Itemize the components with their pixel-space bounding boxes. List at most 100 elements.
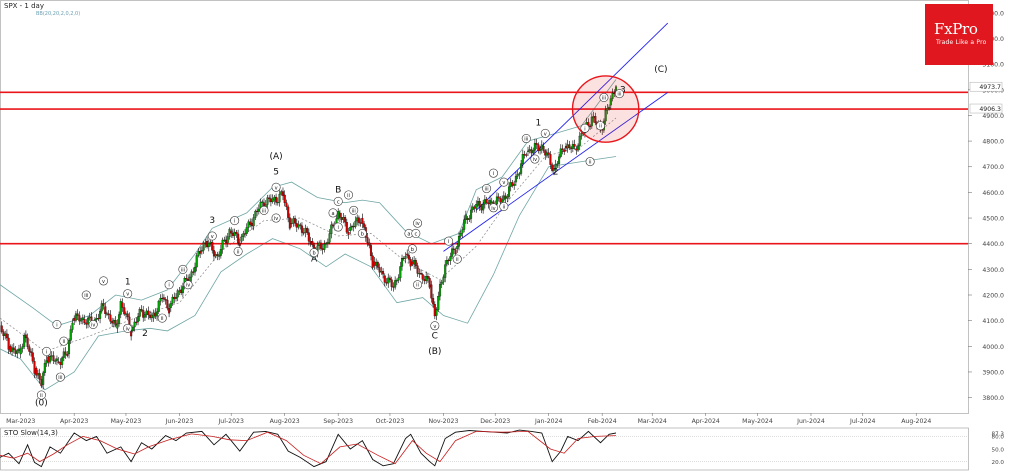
candle-body xyxy=(114,320,117,326)
candle-body xyxy=(238,242,241,246)
candle-body xyxy=(121,302,124,308)
subwave-circle xyxy=(349,205,359,215)
candle-body xyxy=(254,210,257,218)
candle-body xyxy=(368,242,371,246)
x-tick-label: Jul-2024 xyxy=(849,418,876,425)
x-tick-label: Mar-2023 xyxy=(6,418,35,425)
candle-body xyxy=(5,333,8,339)
candle-body xyxy=(352,226,355,228)
candle-body xyxy=(552,168,555,171)
candle-body xyxy=(107,313,110,315)
candle-body xyxy=(426,276,429,279)
y-tick-label: 4100.0 xyxy=(982,318,1004,325)
elliott-subwave-marker: iii xyxy=(614,89,624,99)
subwave-circle xyxy=(411,228,421,238)
x-tick-label: May-2024 xyxy=(742,418,773,425)
elliott-subwave-marker: iv xyxy=(183,280,193,290)
subwave-circle xyxy=(183,280,193,290)
candle-body xyxy=(180,289,183,294)
highlight-circle xyxy=(571,75,640,143)
candle-body xyxy=(468,218,471,220)
candle-body xyxy=(19,348,22,355)
subwave-circle xyxy=(452,254,462,264)
subwave-label: v xyxy=(275,185,278,191)
candle-body xyxy=(318,242,321,246)
candle-body xyxy=(577,145,580,151)
candle-body xyxy=(611,92,614,99)
candle-body xyxy=(604,109,607,122)
candle-body xyxy=(140,309,143,311)
x-tick-label: Apr-2024 xyxy=(692,418,720,425)
x-tick-label: Jun-2024 xyxy=(796,418,825,425)
elliott-subwave-marker: c xyxy=(333,196,343,206)
candle-body xyxy=(86,317,90,325)
elliott-wave-label: B xyxy=(335,185,341,195)
candle-body xyxy=(59,361,62,365)
elliott-wave-label: 1 xyxy=(535,119,541,129)
subwave-circle xyxy=(499,177,509,187)
candle-body xyxy=(371,255,374,268)
y-tick-label: 4900.0 xyxy=(982,113,1004,120)
candle-body xyxy=(394,280,397,288)
elliott-subwave-marker: ii xyxy=(344,190,354,200)
candle-body xyxy=(33,361,36,374)
candle-body xyxy=(375,262,378,266)
chart-symbol-title: SPX - 1 day xyxy=(4,2,44,10)
candle-body xyxy=(31,352,34,362)
candle-body xyxy=(445,259,448,265)
candle-body xyxy=(147,310,150,316)
candle-body xyxy=(24,334,27,339)
candle-body xyxy=(480,206,483,211)
candle-body xyxy=(395,280,398,282)
candle-body xyxy=(249,221,252,225)
elliott-subwave-marker: iv xyxy=(413,218,423,228)
subwave-label: iv xyxy=(186,283,190,289)
candle-body xyxy=(495,196,498,205)
candle-body xyxy=(138,309,141,317)
candle-body xyxy=(161,297,164,299)
candle-body xyxy=(104,306,107,314)
candle-body xyxy=(451,248,454,257)
candle-body xyxy=(337,210,340,219)
candle-body xyxy=(363,223,366,228)
elliott-subwave-marker: i xyxy=(580,123,590,133)
candle-body xyxy=(54,360,57,362)
candle-body xyxy=(164,299,167,301)
candle-body xyxy=(14,349,17,354)
subwave-label: i xyxy=(168,283,169,289)
candle-body xyxy=(319,242,322,249)
candle-body xyxy=(66,354,69,356)
subwave-label: iii xyxy=(524,137,528,143)
candle-body xyxy=(276,202,279,204)
candle-body xyxy=(207,243,210,248)
candle-body xyxy=(197,251,200,256)
candle-body xyxy=(206,241,209,248)
candle-body xyxy=(425,276,428,282)
candle-body xyxy=(444,264,447,278)
candle-body xyxy=(430,284,433,299)
candle-body xyxy=(489,199,492,205)
stochastic-d-line xyxy=(0,430,617,465)
candle-body xyxy=(514,176,517,183)
candle-body xyxy=(449,256,452,262)
candle-body xyxy=(250,223,253,227)
candle-body xyxy=(347,232,350,235)
candle-body xyxy=(225,239,228,243)
candle-body xyxy=(401,258,404,267)
candle-body xyxy=(157,301,160,312)
level-price-tag: 4906.3 xyxy=(979,106,1001,113)
y-tick-label: 4600.0 xyxy=(982,190,1004,197)
candle-body xyxy=(566,144,569,149)
candle-body xyxy=(350,226,354,228)
elliott-subwave-marker: iv xyxy=(88,319,98,329)
subwave-circle xyxy=(333,222,343,232)
level-price-tag-box xyxy=(969,103,1003,114)
candle-body xyxy=(475,204,478,209)
fxpro-logo: FxPro Trade Like a Pro xyxy=(925,4,993,65)
candle-body xyxy=(192,271,195,273)
candle-body xyxy=(435,309,438,316)
elliott-subwave-marker: i xyxy=(52,319,62,329)
elliott-subwave-marker: iv xyxy=(271,213,281,223)
candle-body xyxy=(540,144,543,150)
